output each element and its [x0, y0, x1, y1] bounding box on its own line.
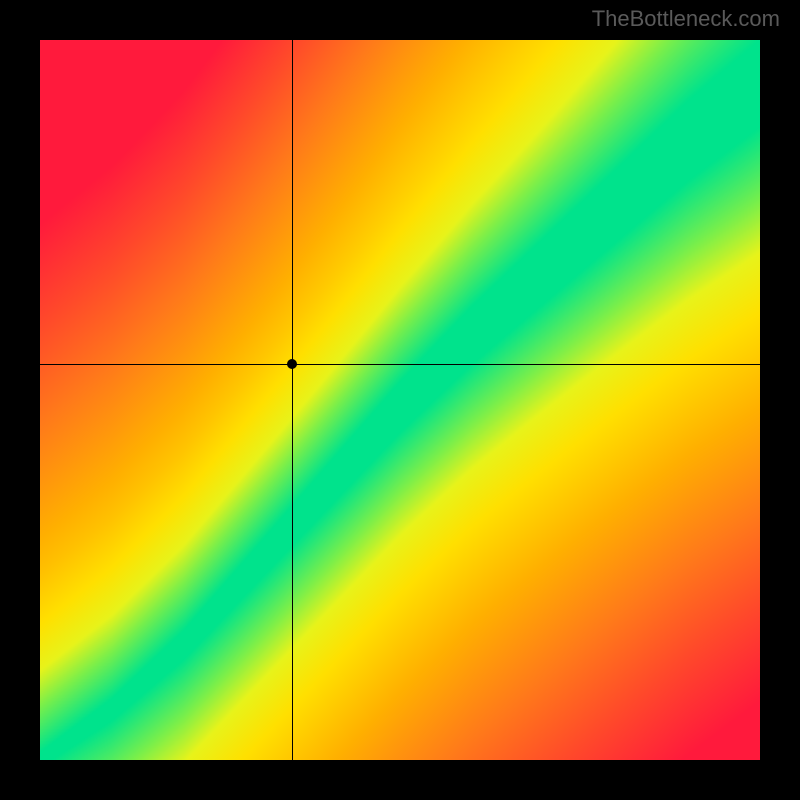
plot-area: [40, 40, 760, 760]
crosshair-horizontal: [40, 364, 760, 365]
watermark-text: TheBottleneck.com: [592, 6, 780, 32]
bottleneck-heatmap-canvas: [40, 40, 760, 760]
marker-dot: [287, 359, 297, 369]
crosshair-vertical: [292, 40, 293, 760]
